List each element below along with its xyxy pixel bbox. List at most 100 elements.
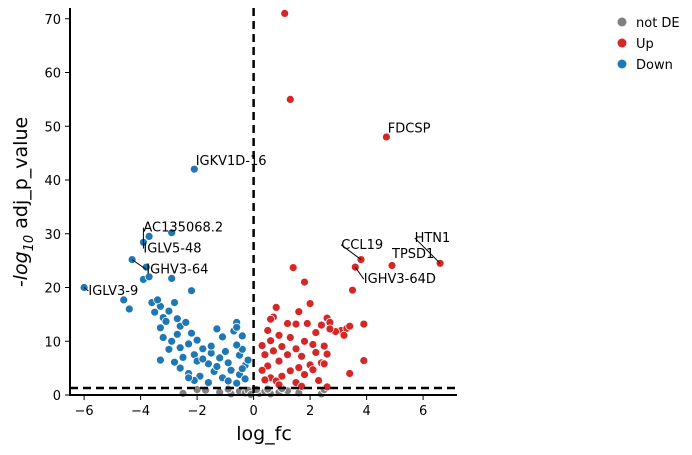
point-down-27 xyxy=(175,343,185,353)
y-axis-title-base: -log xyxy=(10,251,32,287)
gene-label-iglv5-48: IGLV5-48 xyxy=(143,242,201,257)
point-up-37 xyxy=(308,340,318,349)
x-tick-label-4: 4 xyxy=(362,404,370,419)
point-down-65 xyxy=(232,378,242,388)
point-down-52 xyxy=(243,355,253,365)
point-down-2 xyxy=(119,295,129,305)
point-down-15 xyxy=(167,273,177,283)
point-down-29 xyxy=(192,335,202,345)
point-down-68 xyxy=(189,164,199,174)
data-points xyxy=(79,8,445,399)
point-up-34 xyxy=(257,341,267,351)
point-up-0 xyxy=(280,8,290,18)
gene-label-connector-4 xyxy=(131,259,147,270)
point-down-71 xyxy=(206,341,216,351)
point-up-38 xyxy=(319,341,329,351)
point-not-de-19 xyxy=(192,385,202,395)
point-down-17 xyxy=(187,286,196,296)
point-down-24 xyxy=(172,329,182,339)
threshold-lines xyxy=(70,8,457,395)
point-down-60 xyxy=(240,374,250,384)
point-down-46 xyxy=(215,353,225,363)
legend-label-down: Down xyxy=(636,58,673,73)
point-down-36 xyxy=(237,331,247,341)
y-tick-label-40: 40 xyxy=(44,174,61,189)
point-up-49 xyxy=(274,356,284,366)
point-down-16 xyxy=(172,314,182,324)
point-down-23 xyxy=(187,328,196,338)
point-up-18 xyxy=(316,320,326,330)
gene-label-connector-8 xyxy=(414,237,441,264)
point-down-8 xyxy=(144,272,154,282)
gene-label-tpsd1: TPSD1 xyxy=(391,247,434,262)
point-down-64 xyxy=(223,376,233,386)
legend-label-not-de: not DE xyxy=(636,16,680,31)
gene-label-igkv1d-16: IGKV1D-16 xyxy=(196,154,267,169)
gene-labels: FDCSP IGKV1D-16 AC135068.2 IGLV5-48 IGHV3-64… xyxy=(83,122,450,299)
point-up-28 xyxy=(311,328,321,338)
point-up-16 xyxy=(291,319,301,329)
point-down-32 xyxy=(218,332,227,342)
point-up-39 xyxy=(322,349,332,359)
gene-label-iglv3-9: IGLV3-9 xyxy=(88,284,138,299)
point-down-51 xyxy=(232,340,242,350)
legend-marker-up xyxy=(617,38,627,48)
point-up-15 xyxy=(283,319,292,328)
point-down-37 xyxy=(220,347,230,356)
point-down-28 xyxy=(184,339,194,349)
point-up-30 xyxy=(285,333,295,342)
point-down-5 xyxy=(144,231,154,241)
point-up-40 xyxy=(311,348,321,357)
point-up-2 xyxy=(381,132,391,142)
y-tick-label-60: 60 xyxy=(44,67,61,82)
point-up-4 xyxy=(387,261,397,270)
point-up-14 xyxy=(266,314,276,324)
gene-label-ccl19: CCL19 xyxy=(341,238,383,253)
x-tick-label--6: −6 xyxy=(75,404,94,419)
y-axis-title: -log10 adj_p_value xyxy=(10,117,37,287)
point-down-30 xyxy=(198,344,208,354)
legend-marker-not-de xyxy=(617,17,627,27)
point-up-35 xyxy=(277,342,287,352)
point-down-45 xyxy=(203,359,213,369)
point-down-67 xyxy=(167,228,177,238)
point-down-35 xyxy=(232,322,242,332)
y-axis-title-rest: adj_p_value xyxy=(10,117,32,235)
point-up-59 xyxy=(345,369,355,378)
point-down-13 xyxy=(164,306,174,316)
point-down-69 xyxy=(184,373,194,383)
point-up-8 xyxy=(288,263,298,273)
x-tick-label--2: −2 xyxy=(188,404,207,419)
point-up-17 xyxy=(302,319,312,328)
point-down-47 xyxy=(223,358,233,368)
point-down-66 xyxy=(237,364,247,374)
y-axis-title-sub: 10 xyxy=(22,235,37,252)
point-up-10 xyxy=(305,299,315,309)
legend: not DE Up Down xyxy=(617,16,680,73)
point-up-1 xyxy=(285,95,295,104)
point-up-27 xyxy=(325,324,335,334)
point-up-32 xyxy=(266,336,276,346)
legend-label-up: Up xyxy=(636,37,654,52)
point-up-56 xyxy=(277,371,287,381)
point-down-31 xyxy=(212,324,222,334)
point-down-1 xyxy=(124,304,134,314)
point-up-29 xyxy=(300,336,309,346)
point-up-12 xyxy=(271,302,281,312)
point-up-41 xyxy=(297,351,307,361)
point-up-7 xyxy=(348,285,357,295)
y-tick-label-70: 70 xyxy=(44,13,61,28)
gene-label-connector-9 xyxy=(354,266,365,280)
point-down-70 xyxy=(198,354,208,364)
point-up-9 xyxy=(300,277,309,287)
point-not-de-0 xyxy=(178,388,188,398)
point-down-40 xyxy=(178,352,188,362)
point-up-65 xyxy=(297,381,307,391)
y-tick-label-20: 20 xyxy=(44,282,61,297)
point-up-42 xyxy=(283,350,292,360)
gene-label-ighv3-64d: IGHV3-64D xyxy=(364,272,436,287)
point-up-31 xyxy=(274,330,284,340)
point-down-19 xyxy=(155,323,165,333)
